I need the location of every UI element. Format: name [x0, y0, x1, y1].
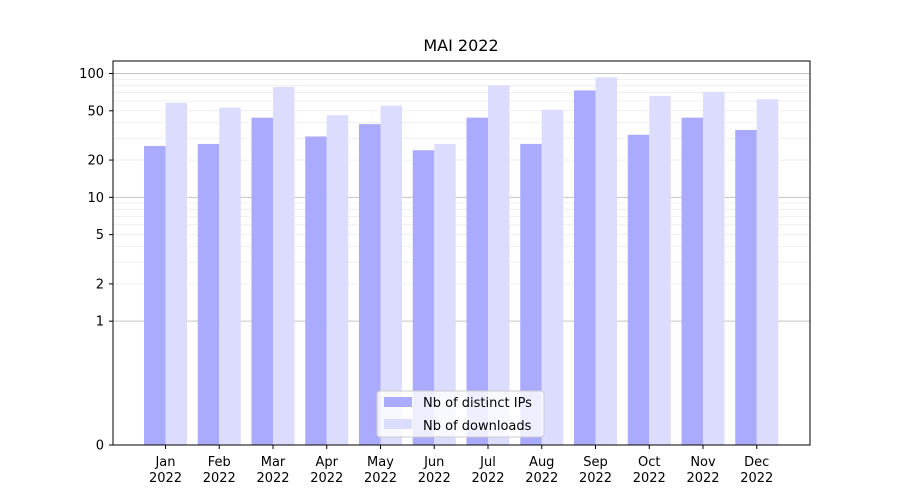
bar-distinct-ips — [251, 117, 273, 446]
legend-swatch-downloads — [384, 419, 412, 429]
bar-distinct-ips — [574, 90, 596, 446]
x-tick-label: Jun 2022 — [418, 455, 451, 486]
bar-downloads — [165, 102, 187, 445]
x-tick-label: Mar 2022 — [256, 455, 289, 486]
legend-box — [376, 390, 545, 438]
bar-downloads — [219, 107, 241, 446]
bar-downloads — [488, 85, 510, 446]
legend-swatch-distinct-ips — [384, 397, 412, 407]
bar-distinct-ips — [412, 150, 435, 446]
x-tick-label: Nov 2022 — [686, 455, 719, 486]
bar-downloads — [380, 105, 402, 445]
x-tick-label: May 2022 — [364, 455, 397, 486]
bar-distinct-ips — [359, 124, 381, 445]
bar-distinct-ips — [466, 117, 488, 446]
bars — [144, 77, 779, 446]
x-tick-label: Dec 2022 — [740, 455, 773, 486]
y-tick-label: 0 — [96, 439, 104, 454]
x-axis: Jan 2022 Feb 2022 Mar 2022 Apr 2022 May 2022 Jun 20… — [149, 445, 773, 486]
bar-downloads — [703, 91, 725, 445]
legend-label-downloads: Nb of downloads — [423, 419, 532, 434]
chart-title: MAI 2022 — [423, 36, 498, 55]
y-tick-label: 100 — [79, 67, 104, 82]
bar-distinct-ips — [681, 117, 703, 446]
bar-downloads — [595, 77, 617, 445]
bar-downloads — [273, 86, 295, 446]
y-tick-label: 1 — [96, 315, 104, 330]
bar-distinct-ips — [520, 143, 542, 445]
bar-downloads — [434, 143, 456, 445]
legend: Nb of distinct IPs Nb of downloads — [376, 390, 545, 438]
x-tick-label: Oct 2022 — [633, 455, 666, 486]
legend-label-distinct-ips: Nb of distinct IPs — [423, 396, 532, 411]
y-axis: 0 1 2 5 10 20 50 100 — [79, 67, 113, 454]
bar-downloads — [649, 95, 671, 446]
bar-downloads — [541, 109, 564, 446]
x-tick-label: Aug 2022 — [525, 455, 558, 486]
bar-distinct-ips — [305, 136, 327, 445]
plot-area — [112, 60, 811, 446]
y-tick-label: 50 — [87, 104, 104, 119]
bar-downloads — [756, 99, 779, 445]
x-tick-label: Apr 2022 — [310, 455, 343, 486]
y-tick-label: 5 — [96, 228, 104, 243]
y-tick-label: 2 — [96, 277, 104, 292]
x-tick-label: Sep 2022 — [579, 455, 612, 486]
x-tick-label: Feb 2022 — [203, 455, 236, 486]
bar-distinct-ips — [197, 143, 220, 445]
bar-distinct-ips — [627, 134, 650, 445]
x-tick-label: Jan 2022 — [149, 455, 182, 486]
y-tick-label: 10 — [87, 191, 104, 206]
bar-distinct-ips — [735, 129, 757, 445]
bar-downloads — [326, 115, 349, 445]
x-tick-label: Jul 2022 — [471, 455, 504, 486]
bar-distinct-ips — [144, 145, 166, 445]
y-tick-label: 20 — [87, 154, 104, 169]
